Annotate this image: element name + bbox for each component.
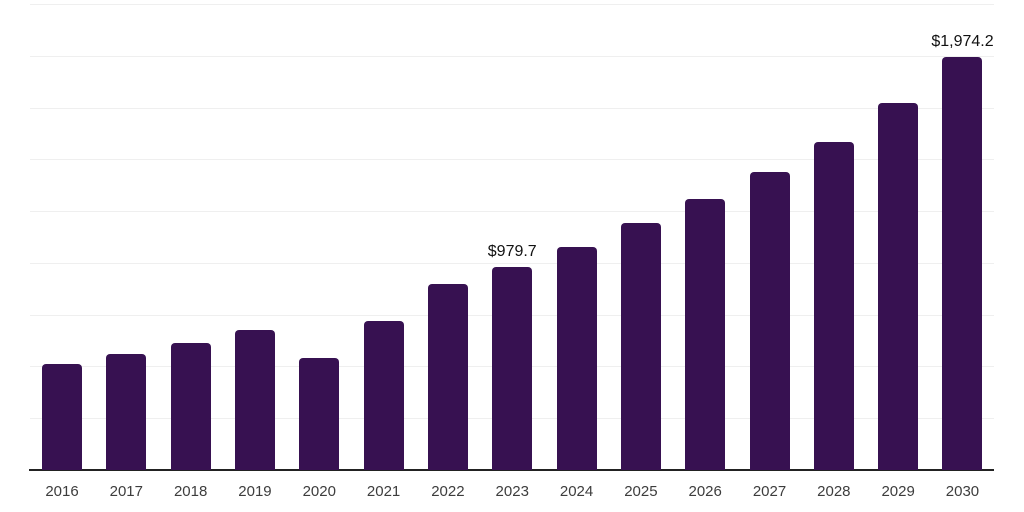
x-tick-2022: 2022: [431, 483, 465, 500]
x-axis-line: [29, 469, 994, 471]
gridline: [30, 211, 994, 213]
x-tick-2018: 2018: [173, 483, 208, 500]
bar-2021: [363, 320, 404, 470]
bar-2026: [685, 198, 726, 470]
x-tick-2030: 2030: [945, 483, 980, 500]
gridline: [30, 159, 994, 161]
bar-2023: [492, 266, 533, 470]
x-tick-2016: 2016: [45, 483, 79, 500]
value-label-2023: $979.7: [487, 242, 537, 260]
bar-2017: [106, 353, 147, 470]
x-tick-2025: 2025: [624, 483, 658, 500]
x-tick-2027: 2027: [752, 483, 787, 500]
x-tick-2021: 2021: [366, 483, 401, 500]
bar-2019: [234, 329, 275, 470]
bar-2027: [749, 172, 790, 470]
value-label-2030: $1,974.2: [931, 33, 994, 51]
bar-2029: [878, 102, 919, 470]
x-tick-2017: 2017: [109, 483, 143, 500]
bar-2024: [556, 246, 597, 470]
gridline: [30, 262, 994, 264]
x-tick-2019: 2019: [238, 483, 272, 500]
bar-2030: [942, 57, 983, 470]
gridline: [30, 55, 994, 57]
x-tick-2020: 2020: [302, 483, 336, 500]
x-tick-2029: 2029: [881, 483, 915, 500]
bar-2018: [170, 342, 211, 470]
bar-2016: [42, 364, 82, 470]
bar-2022: [427, 284, 468, 470]
bar-2020: [299, 357, 340, 470]
x-tick-2023: 2023: [495, 483, 529, 500]
bar-2025: [620, 222, 661, 470]
x-tick-2024: 2024: [559, 483, 594, 500]
x-tick-2028: 2028: [817, 483, 851, 500]
gridline: [30, 107, 994, 109]
x-tick-2026: 2026: [688, 483, 722, 500]
bar-2028: [813, 142, 854, 470]
gridline: [30, 4, 994, 5]
